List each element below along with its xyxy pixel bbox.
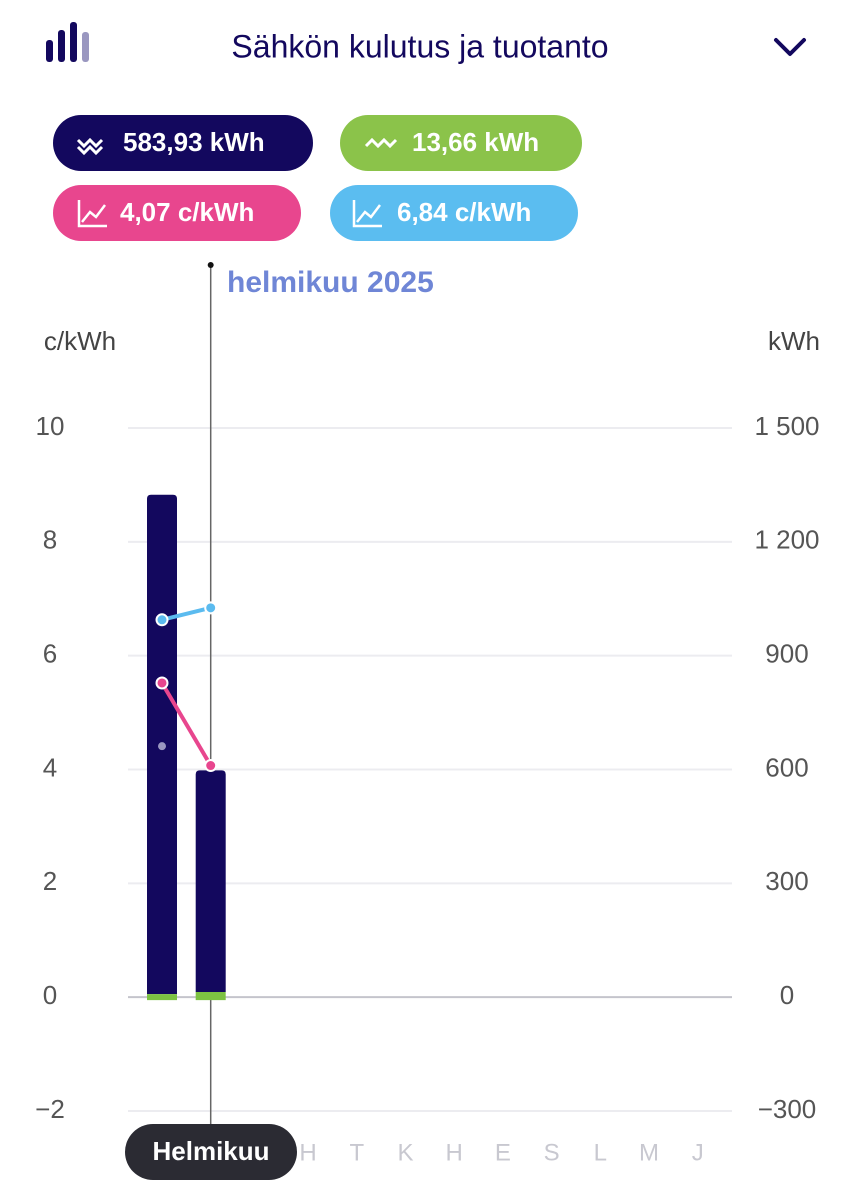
- tooltip-box: [125, 1124, 297, 1180]
- y2-tick-label: 300: [765, 866, 808, 896]
- x-tick-label: L: [594, 1139, 607, 1166]
- y-tick-label: 0: [43, 980, 57, 1010]
- pill-text: 583,93 kWh: [123, 127, 265, 157]
- x-tick-label: J: [692, 1139, 704, 1166]
- price-point: [204, 601, 218, 615]
- price-point: [155, 676, 169, 690]
- y2-tick-label: 900: [765, 639, 808, 669]
- expand-chevron[interactable]: [774, 38, 806, 56]
- y2-tick-label: −300: [758, 1094, 817, 1124]
- y-tick-label: 6: [43, 639, 57, 669]
- pill-consumption[interactable]: 583,93 kWh: [53, 115, 313, 171]
- dot: [158, 742, 166, 751]
- chart-icon: [46, 22, 89, 62]
- pill-text: 6,84 c/kWh: [397, 197, 531, 227]
- cursor-dot: [207, 262, 214, 268]
- tooltip-text: Helmikuu: [152, 1136, 269, 1166]
- bar: [195, 991, 226, 1001]
- title: Sähkön kulutus ja tuotanto: [231, 28, 608, 64]
- x-tick-label: T: [349, 1139, 364, 1166]
- x-tick-label: M: [639, 1139, 659, 1166]
- y2-tick-label: 0: [780, 980, 794, 1010]
- y-tick-label: 8: [43, 525, 57, 555]
- chart: c/kWh kWh −2 0 2 4 6 8 10 −300 0 300 600 900 1 200 1 50…: [35, 262, 820, 1180]
- y-tick-label: 4: [43, 752, 57, 782]
- pill-price[interactable]: 4,07 c/kWh: [53, 185, 301, 241]
- x-tick-label: H: [299, 1139, 316, 1166]
- selected-label: helmikuu 2025: [227, 266, 434, 299]
- x-tick-label: S: [544, 1139, 560, 1166]
- y2-axis-title: kWh: [768, 326, 820, 356]
- price-point: [204, 759, 218, 773]
- y2-tick-label: 1 200: [754, 525, 819, 555]
- price-line: [161, 605, 212, 622]
- y-tick-label: 10: [36, 411, 65, 441]
- bar: [195, 770, 226, 992]
- pill-text: 4,07 c/kWh: [120, 197, 254, 227]
- pill-production[interactable]: 13,66 kWh: [340, 115, 582, 171]
- y-tick-label: −2: [35, 1094, 65, 1124]
- y-tick-label: 2: [43, 866, 57, 896]
- pill-text: 13,66 kWh: [412, 127, 539, 157]
- bar: [147, 994, 177, 1001]
- y2-tick-label: 1 500: [754, 411, 819, 441]
- pill-market-price[interactable]: 6,84 c/kWh: [330, 185, 578, 241]
- x-tick-label: K: [397, 1139, 413, 1166]
- y-axis-title: c/kWh: [44, 326, 116, 356]
- x-tick-label: H: [446, 1139, 463, 1166]
- y2-tick-label: 600: [765, 752, 808, 782]
- price-line: [160, 681, 213, 767]
- x-tick-label: E: [495, 1139, 511, 1166]
- price-point: [155, 613, 169, 627]
